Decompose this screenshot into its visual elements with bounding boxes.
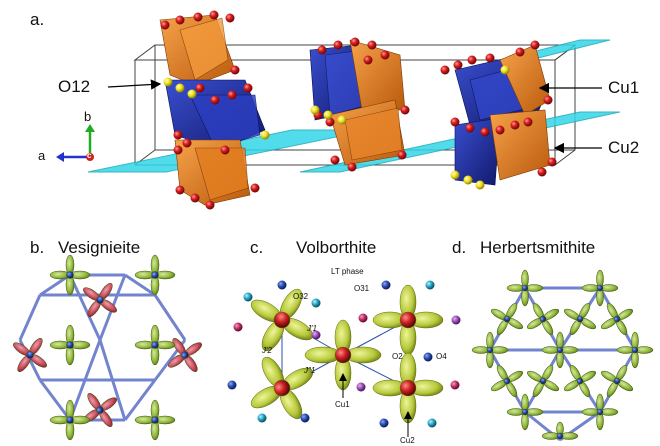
o12-label: O12 bbox=[58, 77, 91, 96]
volborthite-oxygens bbox=[227, 280, 461, 428]
o32-label: O32 bbox=[293, 292, 309, 301]
panel-a-letter: a. bbox=[30, 10, 45, 29]
panel-b-letter: b. bbox=[30, 238, 45, 257]
j1-double-prime-label: J″1 bbox=[304, 366, 316, 375]
o12-atoms bbox=[163, 65, 510, 190]
j2-prime-label: J′2 bbox=[262, 346, 272, 355]
axis-a-label: a bbox=[38, 148, 46, 163]
panel-d-letter: d. bbox=[452, 238, 467, 257]
cu2-label: Cu2 bbox=[608, 138, 640, 157]
polyhedra-group-1 bbox=[159, 14, 266, 206]
cu1-label: Cu1 bbox=[608, 78, 640, 97]
volborthite-orbitals bbox=[250, 284, 444, 424]
cu2-small-label: Cu2 bbox=[400, 436, 415, 445]
cu1-small-label: Cu1 bbox=[335, 400, 350, 409]
axis-b-label: b bbox=[84, 109, 92, 124]
polyhedra-group-3 bbox=[454, 44, 551, 186]
lt-phase-label: LT phase bbox=[331, 267, 364, 276]
volborthite-arrows bbox=[339, 373, 412, 437]
axis-c-label: c bbox=[87, 151, 92, 160]
o4-label: O4 bbox=[436, 352, 447, 361]
panel-c-letter: c. bbox=[250, 238, 264, 257]
oxygen-atoms bbox=[160, 10, 557, 210]
axis-triad bbox=[56, 124, 95, 162]
vesignieite-orbitals bbox=[13, 254, 202, 441]
panel-b-title: Vesignieite bbox=[58, 238, 141, 257]
panel-d-title: Herbertsmithite bbox=[480, 238, 596, 257]
panel-c-title: Volborthite bbox=[296, 238, 377, 257]
label-pointers bbox=[107, 79, 602, 154]
j1-prime-label: J′1 bbox=[307, 324, 317, 333]
o2-label: O2 bbox=[392, 352, 403, 361]
polyhedra-group-2 bbox=[309, 39, 406, 166]
o31-label: O31 bbox=[354, 284, 370, 293]
herbertsmithite-orbitals bbox=[471, 269, 654, 440]
